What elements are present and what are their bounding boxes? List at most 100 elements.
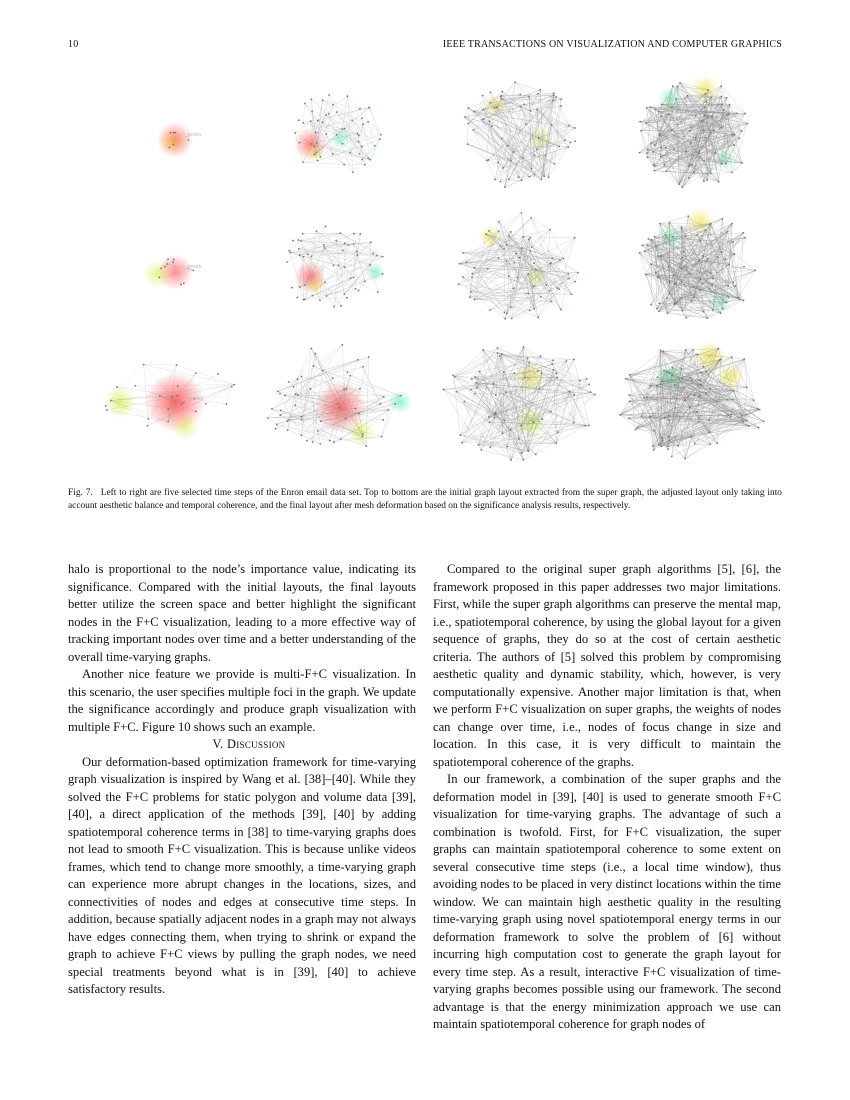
graph-edge bbox=[490, 96, 530, 103]
graph-edge bbox=[494, 413, 536, 455]
graph-node bbox=[661, 380, 663, 383]
graph-edge bbox=[647, 245, 740, 300]
graph-edge bbox=[641, 348, 719, 417]
graph-node bbox=[376, 291, 379, 294]
graph-node bbox=[187, 139, 190, 141]
graph-edge bbox=[687, 396, 695, 444]
graph-node bbox=[526, 357, 529, 360]
graph-edge bbox=[684, 380, 693, 459]
graph-edge bbox=[464, 401, 482, 451]
graph-edge bbox=[681, 228, 686, 237]
graph-edge bbox=[703, 123, 748, 182]
graph-edge bbox=[554, 106, 562, 164]
graph-node bbox=[459, 434, 462, 436]
graph-edge bbox=[277, 356, 369, 392]
graph-edge bbox=[110, 400, 169, 422]
graph-edge bbox=[303, 122, 381, 140]
graph-edge bbox=[490, 447, 512, 461]
graph-edge bbox=[695, 137, 722, 165]
graph-edge bbox=[358, 124, 364, 142]
graph-edge bbox=[267, 416, 302, 419]
graph-node bbox=[493, 416, 496, 419]
graph-edge bbox=[454, 353, 502, 377]
graph-node bbox=[578, 379, 581, 382]
graph-node bbox=[646, 148, 649, 151]
graph-edge bbox=[494, 89, 541, 109]
graph-edge bbox=[660, 348, 719, 385]
graph-edge bbox=[352, 120, 375, 146]
graph-node bbox=[302, 121, 305, 124]
graph-edge bbox=[702, 255, 714, 279]
graph-edge bbox=[177, 373, 219, 396]
graph-edge bbox=[651, 123, 748, 144]
graph-edge bbox=[467, 143, 532, 169]
graph-node bbox=[505, 259, 508, 262]
graph-node bbox=[488, 421, 491, 424]
graph-edge bbox=[662, 372, 702, 382]
graph-edge bbox=[672, 236, 675, 304]
graph-node bbox=[665, 170, 667, 173]
graph-edge bbox=[686, 229, 706, 270]
graph-edge bbox=[541, 296, 552, 302]
graph-node bbox=[376, 254, 378, 257]
graph-edge bbox=[682, 130, 704, 188]
graph-edge bbox=[336, 233, 341, 241]
graph-edge bbox=[312, 265, 339, 296]
graph-edge bbox=[655, 272, 675, 284]
graph-edge bbox=[472, 263, 551, 274]
graph-edge bbox=[316, 142, 345, 165]
graph-edge bbox=[458, 262, 515, 285]
graph-node bbox=[271, 407, 273, 410]
graph-edge bbox=[353, 233, 358, 252]
graph-node bbox=[711, 283, 714, 286]
graph-edge bbox=[503, 93, 539, 168]
graph-node bbox=[345, 387, 348, 390]
focus-halo bbox=[171, 413, 199, 441]
graph-edge bbox=[301, 419, 363, 437]
graph-edge bbox=[311, 348, 323, 371]
graph-edge bbox=[483, 102, 491, 120]
graph-edge bbox=[489, 421, 589, 426]
graph-edge bbox=[472, 248, 505, 274]
graph-node bbox=[369, 264, 372, 266]
graph-edge bbox=[665, 147, 722, 165]
graph-edge bbox=[671, 129, 708, 181]
graph-edge bbox=[314, 154, 321, 158]
graph-edge bbox=[501, 96, 530, 100]
graph-node bbox=[176, 385, 179, 388]
graph-node bbox=[640, 129, 642, 132]
graph-edge bbox=[674, 283, 744, 301]
graph-edge bbox=[295, 366, 364, 395]
graph-node bbox=[680, 280, 683, 283]
graph-edge bbox=[677, 359, 720, 446]
graph-panel bbox=[266, 343, 412, 447]
graph-edge bbox=[681, 226, 722, 253]
graph-node bbox=[646, 244, 649, 247]
graph-node bbox=[352, 171, 354, 174]
graph-node bbox=[307, 253, 309, 256]
graph-node bbox=[134, 384, 137, 387]
graph-node bbox=[700, 371, 703, 374]
graph-node bbox=[699, 394, 701, 397]
graph-edge bbox=[489, 413, 496, 448]
graph-edge bbox=[304, 103, 371, 160]
graph-node bbox=[718, 358, 721, 361]
graph-edge bbox=[295, 344, 343, 395]
graph-edge bbox=[704, 115, 719, 182]
graph-node bbox=[160, 267, 163, 270]
graph-node bbox=[619, 413, 622, 416]
graph-node bbox=[568, 390, 571, 393]
graph-node bbox=[705, 260, 708, 263]
graph-edge bbox=[705, 101, 735, 146]
graph-node bbox=[297, 119, 300, 122]
graph-edge bbox=[722, 218, 724, 309]
graph-edge bbox=[483, 349, 504, 373]
graph-node bbox=[315, 151, 318, 154]
graph-edge bbox=[504, 273, 529, 313]
graph-node bbox=[698, 288, 701, 291]
graph-edge bbox=[507, 145, 545, 177]
graph-edge bbox=[510, 231, 542, 297]
graph-edge bbox=[661, 116, 740, 139]
graph-edge bbox=[498, 212, 522, 232]
graph-node bbox=[296, 394, 299, 397]
